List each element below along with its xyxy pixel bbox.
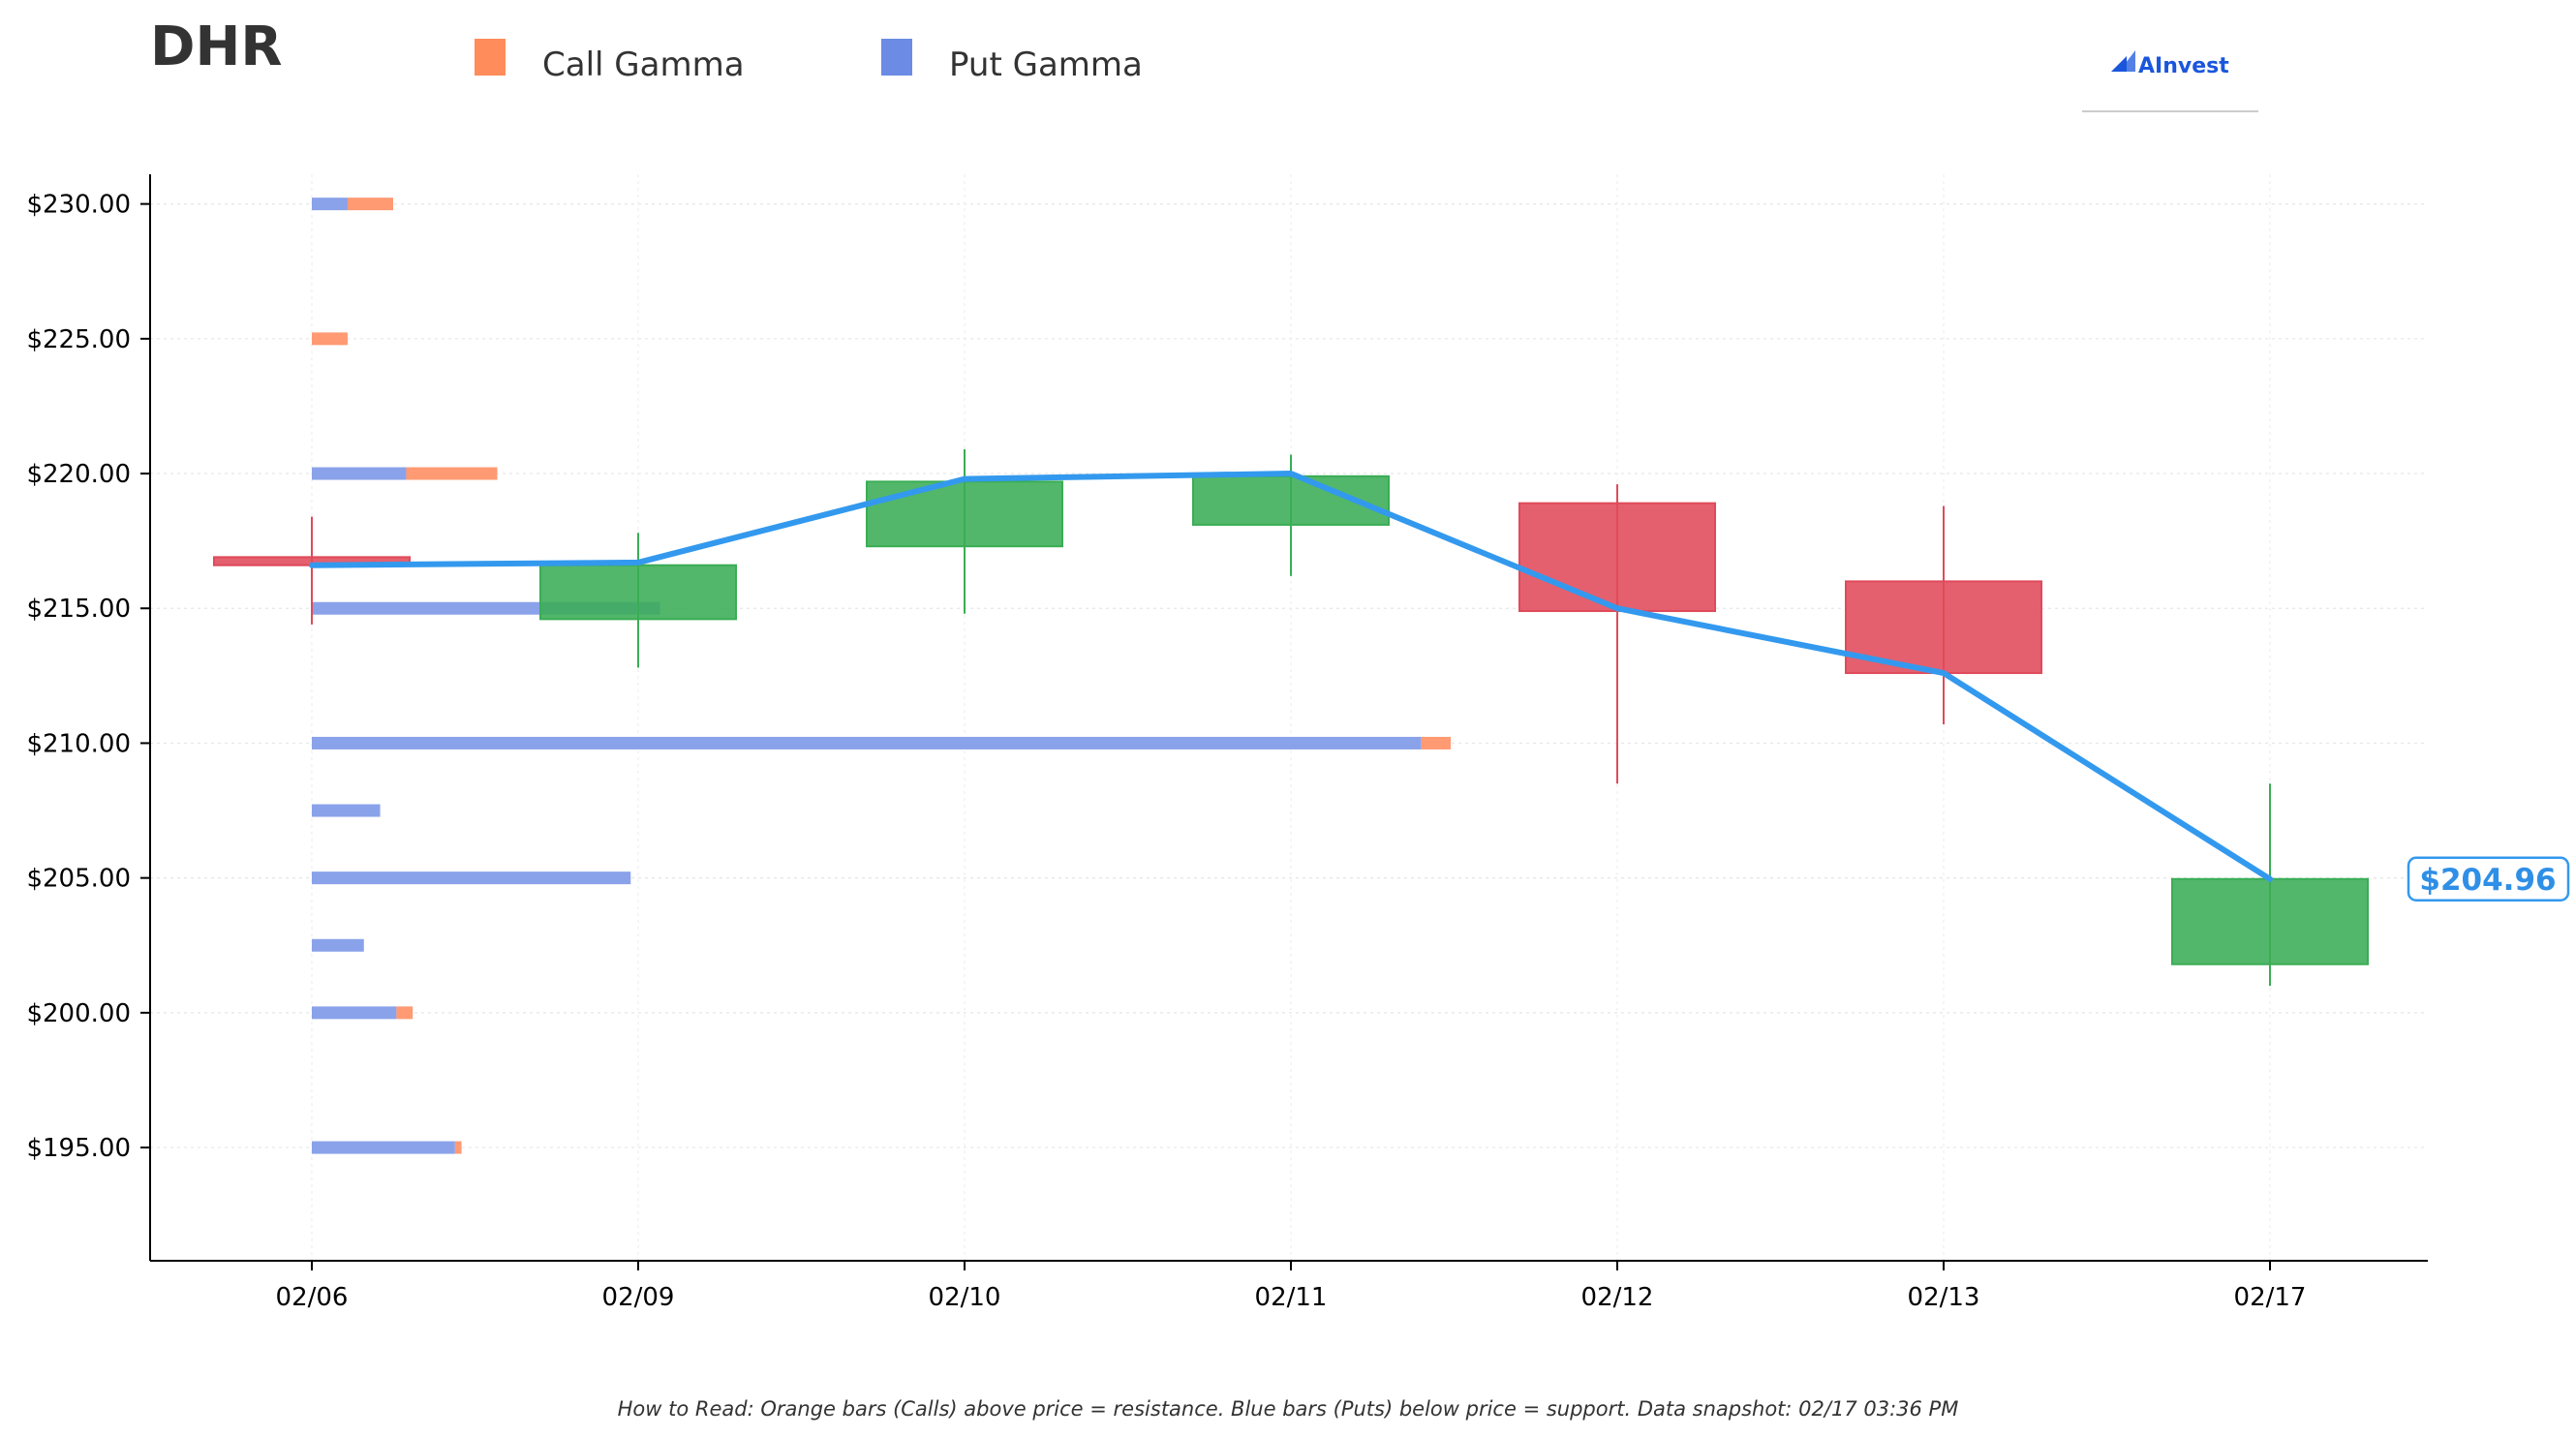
y-tick-label-0: $195.00 — [26, 1134, 131, 1163]
tick-labels: $195.00 $200.00 $205.00 $210.00 $215.00 $220.… — [26, 191, 2306, 1312]
y-tick-label-7: $230.00 — [26, 191, 131, 220]
ainvest-logo: AInvest — [2082, 50, 2258, 112]
call-gamma-bar-0 — [347, 198, 393, 211]
call-gamma-bar-2 — [406, 467, 498, 480]
current-price-group: $204.96 — [2407, 856, 2570, 902]
y-tick-label-5: $220.00 — [26, 460, 131, 489]
grid — [150, 174, 2428, 1261]
put-gamma-bar-5 — [312, 804, 381, 817]
call-gamma-bar-9 — [454, 1141, 462, 1154]
legend-swatch-put — [881, 39, 912, 76]
x-tick-label-4: 02/12 — [1581, 1283, 1654, 1312]
put-gamma-bar-0 — [312, 198, 348, 211]
put-gamma-bar-9 — [312, 1141, 455, 1154]
close-line-group — [309, 471, 2273, 882]
x-tick-label-3: 02/11 — [1255, 1283, 1328, 1312]
y-tick-label-2: $205.00 — [26, 865, 131, 894]
chart-title: DHR — [150, 15, 282, 78]
logo-text: AInvest — [2138, 54, 2229, 78]
legend-swatch-call — [475, 39, 506, 76]
x-tick-label-2: 02/10 — [929, 1283, 1001, 1312]
y-tick-label-4: $215.00 — [26, 595, 131, 624]
x-tick-label-0: 02/06 — [276, 1283, 349, 1312]
x-tick-label-6: 02/17 — [2234, 1283, 2307, 1312]
current-price-label: $204.96 — [2419, 863, 2556, 898]
axes — [149, 174, 2428, 1262]
call-gamma-bar-1 — [312, 332, 348, 346]
legend-label-call: Call Gamma — [542, 46, 745, 84]
current-price-box — [2407, 856, 2570, 902]
x-tick-label-5: 02/13 — [1908, 1283, 1980, 1312]
gamma-bars — [312, 198, 1451, 1154]
logo-arrow-icon — [2119, 50, 2135, 72]
y-tick-label-6: $225.00 — [26, 325, 131, 354]
put-gamma-bar-6 — [312, 871, 631, 885]
put-gamma-bar-4 — [312, 736, 1422, 749]
put-gamma-bar-8 — [312, 1006, 397, 1020]
close-line — [309, 471, 2273, 882]
put-gamma-bar-7 — [312, 938, 364, 952]
x-tick-label-1: 02/09 — [602, 1283, 675, 1312]
candle-body-4 — [1518, 502, 1716, 613]
call-gamma-bar-8 — [396, 1006, 414, 1020]
candle-body-2 — [866, 480, 1063, 548]
put-gamma-bar-2 — [312, 467, 407, 480]
y-tick-label-1: $200.00 — [26, 999, 131, 1028]
y-tick-label-3: $210.00 — [26, 729, 131, 758]
candle-body-1 — [539, 564, 737, 621]
candles — [213, 448, 2369, 987]
legend: Call Gamma Put Gamma — [475, 39, 1143, 84]
legend-label-put: Put Gamma — [949, 46, 1143, 84]
candle-body-6 — [2171, 877, 2369, 965]
footnote: How to Read: Orange bars (Calls) above p… — [618, 1397, 1959, 1421]
call-gamma-bar-4 — [1421, 736, 1451, 749]
